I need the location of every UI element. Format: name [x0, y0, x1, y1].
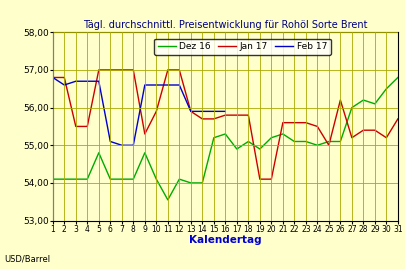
Dez 16	[108, 178, 113, 181]
Feb 17	[73, 80, 78, 83]
Jan 17	[96, 68, 101, 72]
Dez 16	[337, 140, 342, 143]
Jan 17	[257, 178, 262, 181]
Legend: Dez 16, Jan 17, Feb 17: Dez 16, Jan 17, Feb 17	[154, 39, 330, 55]
Dez 16	[199, 181, 204, 185]
Dez 16	[383, 87, 388, 90]
Dez 16	[177, 178, 181, 181]
Line: Jan 17: Jan 17	[53, 70, 397, 179]
Jan 17	[326, 144, 330, 147]
Line: Dez 16: Dez 16	[53, 77, 397, 200]
Jan 17	[73, 125, 78, 128]
Dez 16	[222, 132, 227, 136]
Title: Tägl. durchschnittl. Preisentwicklung für Rohöl Sorte Brent: Tägl. durchschnittl. Preisentwicklung fü…	[83, 20, 367, 30]
Jan 17	[314, 125, 319, 128]
Jan 17	[85, 125, 90, 128]
Dez 16	[142, 151, 147, 154]
Feb 17	[85, 80, 90, 83]
Jan 17	[153, 110, 158, 113]
Jan 17	[394, 117, 399, 121]
Jan 17	[245, 114, 250, 117]
Feb 17	[142, 83, 147, 87]
Dez 16	[50, 178, 55, 181]
Dez 16	[211, 136, 216, 139]
Dez 16	[130, 178, 135, 181]
Dez 16	[234, 147, 239, 151]
Jan 17	[337, 98, 342, 102]
Feb 17	[119, 144, 124, 147]
Jan 17	[62, 76, 66, 79]
Jan 17	[268, 178, 273, 181]
Dez 16	[165, 198, 170, 201]
Feb 17	[199, 110, 204, 113]
Dez 16	[153, 178, 158, 181]
Dez 16	[303, 140, 307, 143]
Dez 16	[360, 98, 365, 102]
Jan 17	[119, 68, 124, 72]
Dez 16	[291, 140, 296, 143]
Feb 17	[130, 144, 135, 147]
Jan 17	[280, 121, 285, 124]
Jan 17	[165, 68, 170, 72]
X-axis label: Kalendertag: Kalendertag	[189, 235, 261, 245]
Dez 16	[349, 106, 354, 109]
Dez 16	[257, 147, 262, 151]
Feb 17	[108, 140, 113, 143]
Feb 17	[62, 83, 66, 87]
Jan 17	[222, 114, 227, 117]
Dez 16	[119, 178, 124, 181]
Jan 17	[291, 121, 296, 124]
Dez 16	[188, 181, 193, 185]
Jan 17	[349, 136, 354, 139]
Jan 17	[360, 129, 365, 132]
Jan 17	[211, 117, 216, 121]
Feb 17	[50, 76, 55, 79]
Jan 17	[130, 68, 135, 72]
Dez 16	[85, 178, 90, 181]
Dez 16	[326, 140, 330, 143]
Feb 17	[153, 83, 158, 87]
Dez 16	[394, 76, 399, 79]
Feb 17	[222, 110, 227, 113]
Feb 17	[165, 83, 170, 87]
Jan 17	[142, 132, 147, 136]
Dez 16	[62, 178, 66, 181]
Jan 17	[108, 68, 113, 72]
Jan 17	[234, 114, 239, 117]
Dez 16	[371, 102, 376, 105]
Jan 17	[303, 121, 307, 124]
Line: Feb 17: Feb 17	[53, 77, 225, 145]
Feb 17	[188, 110, 193, 113]
Dez 16	[96, 151, 101, 154]
Dez 16	[245, 140, 250, 143]
Jan 17	[50, 76, 55, 79]
Feb 17	[177, 83, 181, 87]
Jan 17	[177, 68, 181, 72]
Dez 16	[280, 132, 285, 136]
Jan 17	[188, 110, 193, 113]
Dez 16	[73, 178, 78, 181]
Jan 17	[199, 117, 204, 121]
Text: USD/Barrel: USD/Barrel	[4, 255, 50, 264]
Feb 17	[96, 80, 101, 83]
Dez 16	[268, 136, 273, 139]
Jan 17	[371, 129, 376, 132]
Dez 16	[314, 144, 319, 147]
Jan 17	[383, 136, 388, 139]
Feb 17	[211, 110, 216, 113]
